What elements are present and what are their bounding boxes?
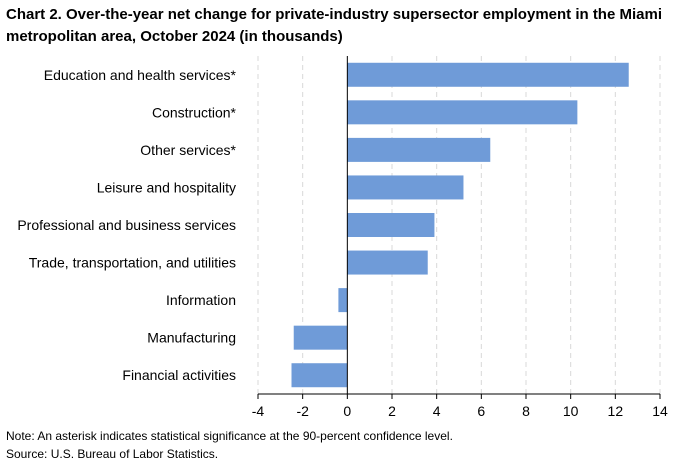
category-label: Leisure and hospitality: [97, 179, 236, 195]
x-tick-label: 0: [343, 403, 351, 419]
x-tick-label: 2: [388, 403, 396, 419]
category-label: Financial activities: [122, 367, 236, 383]
bar: [347, 100, 578, 125]
x-tick-label: 14: [652, 403, 668, 419]
category-label: Manufacturing: [147, 330, 236, 346]
bar: [347, 250, 428, 275]
footnote-source: Source: U.S. Bureau of Labor Statistics.: [6, 447, 219, 461]
x-tick-label: -2: [296, 403, 309, 419]
footnote-note: Note: An asterisk indicates statistical …: [6, 429, 453, 443]
x-tick-label: 6: [477, 403, 485, 419]
x-tick-label: 10: [563, 403, 579, 419]
bar: [347, 213, 435, 237]
category-label: Other services*: [140, 142, 236, 158]
category-label: Construction*: [152, 104, 237, 120]
x-tick-label: 4: [433, 403, 441, 419]
bar: [291, 363, 348, 388]
x-tick-labels: -4 -2 0 2 4 6 8 10 12 14: [252, 403, 668, 419]
bars: [291, 62, 629, 388]
axes: [257, 56, 661, 399]
category-labels: Education and health services* Constructi…: [17, 67, 236, 383]
category-label: Information: [166, 292, 236, 308]
x-tick-label: 12: [608, 403, 624, 419]
bar: [347, 62, 629, 87]
x-tick-label: 8: [522, 403, 530, 419]
chart-title: Chart 2. Over-the-year net change for pr…: [6, 6, 662, 45]
category-label: Education and health services*: [44, 67, 237, 83]
bar: [347, 175, 464, 200]
category-label: Trade, transportation, and utilities: [29, 255, 236, 271]
bar: [347, 137, 491, 162]
bar: [338, 288, 348, 313]
x-tick-label: -4: [252, 403, 265, 419]
bar: [293, 325, 348, 350]
category-label: Professional and business services: [17, 217, 236, 233]
